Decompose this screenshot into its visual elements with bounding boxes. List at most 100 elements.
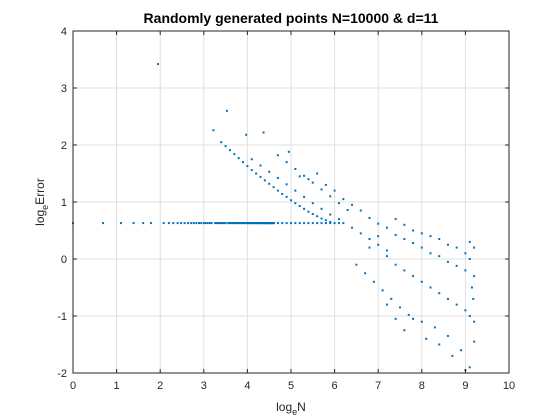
data-point bbox=[220, 141, 223, 144]
x-tick-label: 6 bbox=[332, 380, 338, 392]
data-point bbox=[385, 303, 388, 306]
data-point bbox=[446, 297, 449, 300]
data-point bbox=[324, 222, 327, 225]
data-point bbox=[298, 204, 301, 207]
data-point bbox=[202, 222, 205, 225]
y-axis-label-subscript: e bbox=[40, 205, 50, 210]
data-point bbox=[259, 164, 262, 167]
data-point bbox=[281, 222, 284, 225]
data-point bbox=[468, 315, 471, 317]
data-point bbox=[473, 275, 476, 278]
data-point bbox=[385, 249, 388, 252]
data-point bbox=[324, 183, 327, 186]
data-point bbox=[403, 269, 406, 272]
x-tick-label: 7 bbox=[375, 380, 381, 392]
data-point bbox=[276, 189, 279, 192]
data-point bbox=[377, 235, 380, 238]
data-point bbox=[217, 222, 220, 225]
data-point bbox=[420, 246, 423, 249]
data-point bbox=[225, 109, 228, 112]
ticks: 0 1 2 3 4 5 6 7 8 9 10 -2 -1 0 1 2 3 4 bbox=[57, 26, 515, 392]
grid bbox=[73, 31, 509, 373]
y-tick-label: -1 bbox=[57, 311, 67, 323]
data-point bbox=[294, 222, 297, 225]
data-point bbox=[399, 306, 401, 309]
data-point bbox=[220, 222, 223, 225]
data-point bbox=[368, 216, 371, 219]
data-point bbox=[250, 158, 253, 161]
x-axis-label: logeN bbox=[276, 400, 306, 417]
x-tick-label: 4 bbox=[244, 380, 250, 392]
data-point bbox=[176, 222, 179, 225]
data-point bbox=[210, 222, 213, 225]
data-point bbox=[172, 222, 175, 225]
data-point bbox=[468, 258, 471, 260]
data-point bbox=[359, 232, 362, 235]
data-point bbox=[244, 222, 247, 225]
data-point bbox=[263, 179, 266, 182]
data-point bbox=[412, 242, 415, 245]
data-point bbox=[285, 222, 288, 225]
data-point bbox=[455, 303, 458, 306]
data-point bbox=[162, 222, 165, 225]
data-point bbox=[245, 133, 248, 136]
data-point bbox=[276, 154, 279, 157]
data-point bbox=[455, 246, 458, 249]
data-point bbox=[472, 297, 475, 300]
data-point bbox=[224, 145, 227, 148]
data-point bbox=[351, 226, 354, 229]
data-point bbox=[242, 161, 245, 164]
data-point bbox=[381, 289, 384, 292]
data-point bbox=[351, 203, 354, 206]
data-point bbox=[198, 222, 201, 225]
data-point bbox=[372, 280, 375, 283]
data-point bbox=[311, 181, 314, 184]
data-point bbox=[298, 175, 301, 178]
data-point bbox=[303, 222, 306, 225]
data-point bbox=[237, 157, 240, 160]
x-tick-label: 1 bbox=[114, 380, 120, 392]
data-point bbox=[215, 222, 218, 225]
data-point bbox=[468, 366, 471, 369]
data-point bbox=[200, 222, 203, 225]
data-point bbox=[204, 222, 207, 225]
y-axis-label-rest: Error bbox=[33, 178, 47, 205]
x-tick-label: 8 bbox=[419, 380, 425, 392]
data-point bbox=[446, 260, 449, 263]
data-point bbox=[429, 235, 432, 238]
data-point bbox=[394, 317, 397, 320]
data-point bbox=[324, 219, 327, 222]
data-point bbox=[214, 222, 217, 225]
data-point bbox=[329, 222, 332, 225]
data-point bbox=[355, 263, 358, 266]
data-point bbox=[311, 212, 314, 215]
data-point bbox=[246, 165, 249, 168]
data-point bbox=[316, 172, 319, 175]
data-point bbox=[407, 313, 410, 316]
data-point bbox=[233, 222, 236, 225]
y-tick-label: 4 bbox=[61, 26, 67, 38]
data-point bbox=[438, 343, 441, 346]
data-point bbox=[464, 269, 467, 272]
data-point bbox=[412, 229, 415, 232]
data-point bbox=[285, 183, 288, 186]
data-point bbox=[320, 222, 323, 225]
data-point bbox=[412, 317, 415, 320]
data-point bbox=[311, 222, 314, 225]
data-point bbox=[320, 188, 323, 191]
x-tick-label: 9 bbox=[462, 380, 468, 392]
data-point bbox=[298, 222, 301, 225]
data-point bbox=[342, 222, 345, 225]
data-point bbox=[206, 222, 209, 225]
data-point bbox=[329, 195, 332, 198]
data-point bbox=[333, 222, 336, 225]
data-point bbox=[460, 349, 463, 352]
data-point bbox=[420, 280, 423, 283]
y-axis-label-base: log bbox=[33, 210, 47, 226]
x-tick-label: 10 bbox=[503, 380, 515, 392]
data-point bbox=[303, 195, 306, 198]
data-point bbox=[223, 222, 226, 225]
data-point bbox=[268, 170, 271, 173]
data-point bbox=[285, 195, 288, 198]
x-axis-label-base: log bbox=[276, 400, 292, 414]
